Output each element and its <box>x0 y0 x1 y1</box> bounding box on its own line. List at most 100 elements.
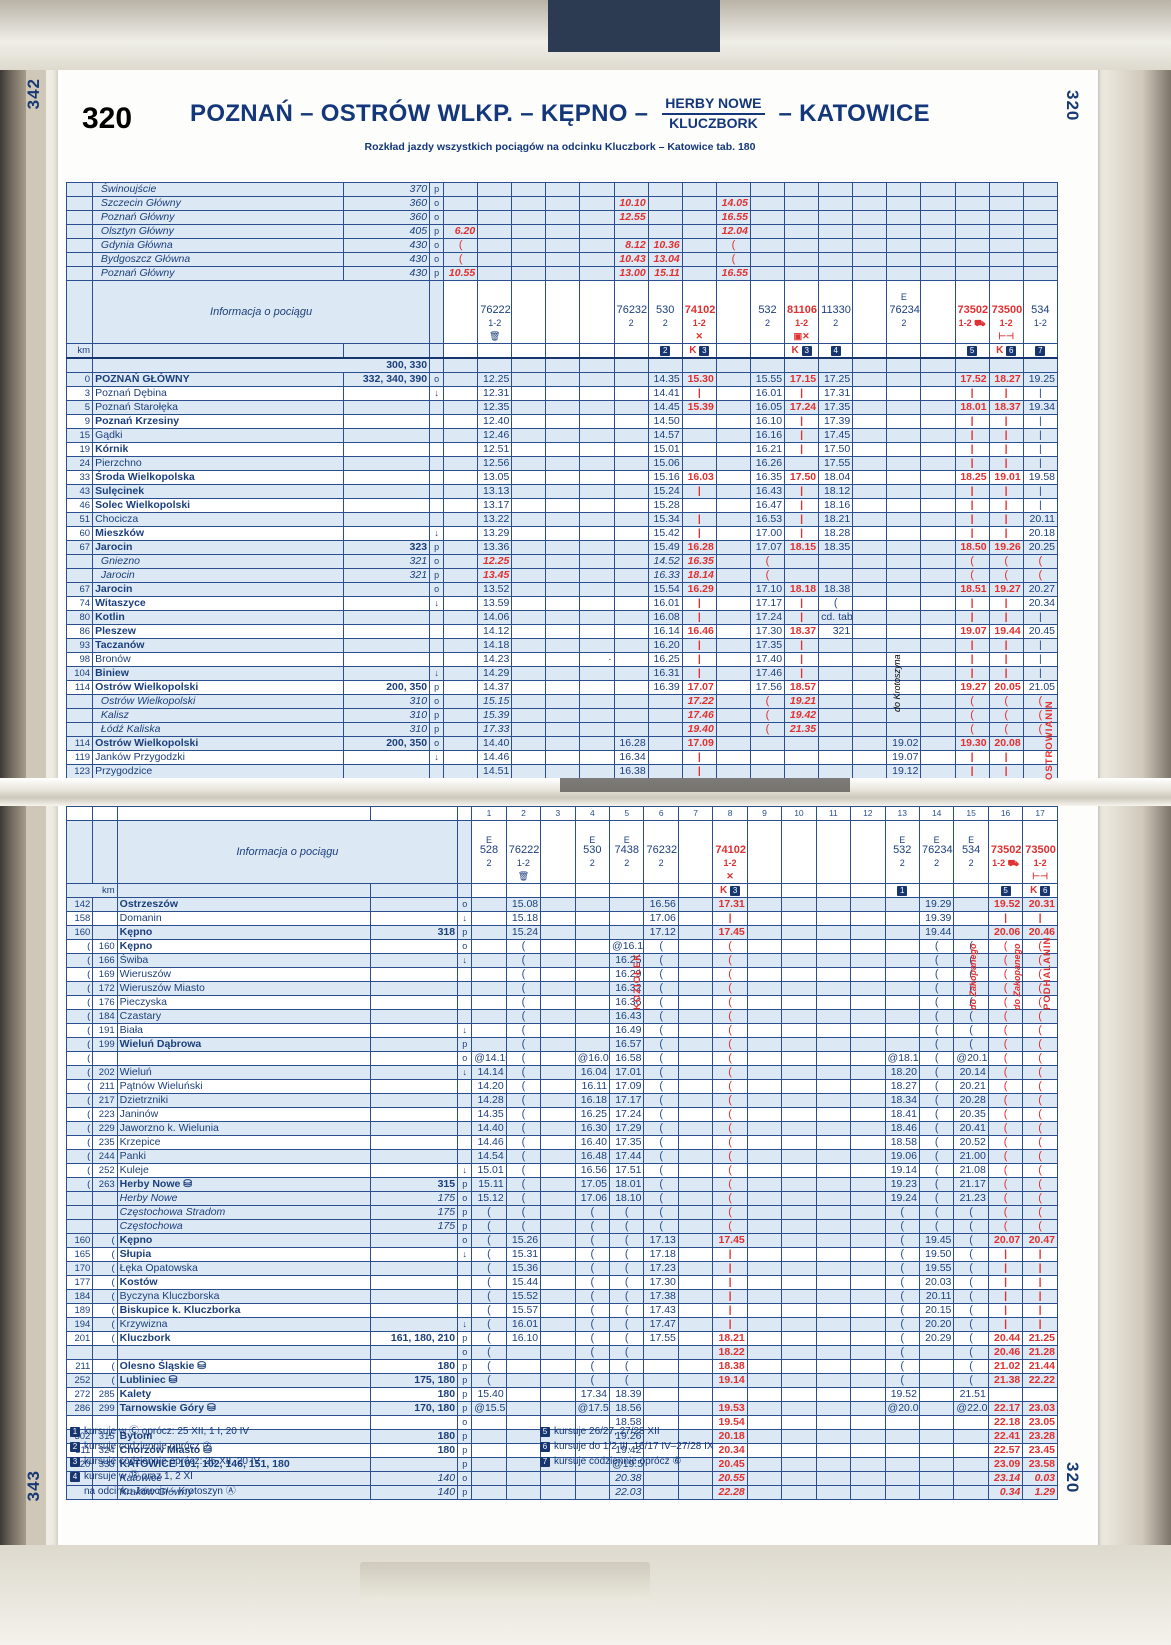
time-cell: | <box>954 386 990 401</box>
station-op: p <box>457 1177 473 1192</box>
time-cell: 18.58 <box>884 1135 920 1150</box>
station-op: p <box>457 1037 473 1052</box>
footnote: 6 kursuje do 1/2 III, 16/17 IV–27/28 IX <box>540 1439 970 1454</box>
time-cell: 18.50 <box>954 540 990 555</box>
connection-time <box>1022 252 1059 267</box>
time-cell: 19.50 <box>918 1247 955 1262</box>
time-cell <box>715 666 751 681</box>
time-cell: 19.25 <box>1022 372 1059 387</box>
time-cell <box>443 400 479 415</box>
time-cell <box>545 764 581 779</box>
connection-time <box>715 182 751 197</box>
time-cell: | <box>1022 1275 1058 1290</box>
station-km-alt: 315 <box>92 1429 118 1444</box>
connection-op: p <box>457 1205 473 1220</box>
time-cell <box>471 981 507 996</box>
station-table-ref <box>369 1009 459 1024</box>
connection-time: 12.04 <box>715 224 751 239</box>
train-mark-cell: 2 <box>647 343 683 359</box>
train-mark-cell: K 3 <box>681 343 717 359</box>
connection-time <box>852 722 888 737</box>
time-cell: ( <box>987 953 1024 968</box>
station-row: 98 Bronów 14.23 · 16.25 | 17.40 | | | | <box>65 652 1059 667</box>
time-cell: ( <box>953 1009 989 1024</box>
station-table-ref <box>342 638 431 653</box>
station-op: ↓ <box>429 666 445 681</box>
station-name: Czastary <box>116 1009 371 1024</box>
time-cell: 18.38 <box>818 582 854 597</box>
time-cell: 16.56 <box>574 1163 611 1178</box>
connection-time <box>681 210 717 225</box>
empty-cell <box>681 357 717 373</box>
time-cell <box>613 526 649 541</box>
time-cell: 17.05 <box>574 1177 611 1192</box>
time-cell <box>850 1373 886 1388</box>
connection-time: ( <box>712 1219 748 1234</box>
connection-op: o <box>429 238 445 253</box>
time-cell: 16.01 <box>749 386 786 401</box>
time-cell: | <box>988 498 1024 513</box>
time-cell: 20.15 <box>918 1303 955 1318</box>
time-cell <box>781 1009 817 1024</box>
connection-time <box>511 238 547 253</box>
time-cell: ( <box>574 1275 611 1290</box>
connection-time: 10.36 <box>647 238 683 253</box>
station-km: 184 <box>65 1289 94 1304</box>
time-cell: 19.26 <box>988 540 1024 555</box>
time-cell <box>511 638 547 653</box>
station-km: 160 <box>65 1233 94 1248</box>
connection-time <box>545 568 581 583</box>
connection-time <box>815 1205 852 1220</box>
column-number: 1 <box>471 806 507 821</box>
station-op: ↓ <box>457 1317 473 1332</box>
time-cell: 18.25 <box>954 470 990 485</box>
station-table-ref <box>369 1079 459 1094</box>
time-cell: ( <box>505 1037 542 1052</box>
station-name: Jarocin <box>92 540 344 555</box>
connection-time <box>920 252 956 267</box>
station-op: ↓ <box>457 1247 473 1262</box>
station-table-ref <box>342 470 431 485</box>
time-cell <box>850 1261 886 1276</box>
time-cell: ( <box>918 1079 955 1094</box>
time-cell <box>850 1331 886 1346</box>
time-cell: ( <box>1022 1023 1058 1038</box>
time-cell <box>746 1247 783 1262</box>
time-cell: 18.01 <box>954 400 990 415</box>
connection-time <box>443 210 479 225</box>
station-row: 272 285 Kalety 180 p 15.40 17.34 18.39 19.52 21.5… <box>65 1387 1058 1402</box>
time-cell <box>540 1247 576 1262</box>
spacer <box>65 806 94 821</box>
km-unit-label: km <box>66 883 118 898</box>
station-km: 60 <box>65 526 94 541</box>
time-cell <box>746 953 783 968</box>
time-cell <box>579 540 615 555</box>
time-cell: | <box>681 638 717 653</box>
time-cell <box>850 1275 886 1290</box>
time-cell <box>677 1457 714 1472</box>
connection-time <box>884 1485 920 1500</box>
time-cell: 18.37 <box>988 400 1024 415</box>
time-cell <box>540 897 576 912</box>
time-cell: ( <box>918 981 955 996</box>
time-cell: 19.44 <box>988 624 1024 639</box>
time-cell: ( <box>953 1023 989 1038</box>
train-header-cell <box>540 820 576 884</box>
train-header-cell: 530 2 <box>647 280 683 344</box>
time-cell <box>715 512 751 527</box>
connection-time <box>818 224 854 239</box>
connection-time: 19.40 <box>681 722 717 737</box>
connection-time <box>545 708 581 723</box>
connection-time: 8.12 <box>613 238 649 253</box>
connection-time: ( <box>954 554 990 569</box>
station-table-ref: 318 <box>369 925 459 940</box>
empty-cell <box>988 357 1024 373</box>
station-table-ref <box>369 1135 459 1150</box>
time-cell <box>852 666 888 681</box>
connection-time: ( <box>574 1205 611 1220</box>
time-cell <box>677 1051 714 1066</box>
empty-cell <box>886 357 922 373</box>
time-cell: 21.02 <box>987 1359 1024 1374</box>
time-cell: | <box>988 484 1024 499</box>
time-cell <box>886 372 922 387</box>
